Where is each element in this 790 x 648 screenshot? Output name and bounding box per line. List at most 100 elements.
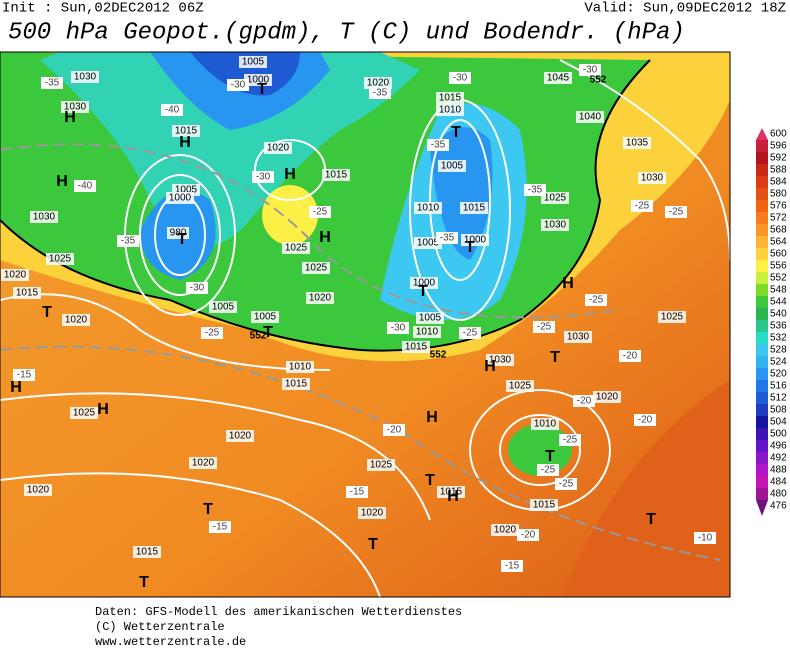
isobar-label-box [282,242,310,254]
colorbar-label: 516 [770,381,787,392]
isobar-label: 1030 [74,72,97,83]
temperature-label: -15 [17,370,32,381]
isobar-label-box [544,72,572,84]
pressure-center: T [418,283,428,300]
isobar-label-box [402,341,430,353]
isobar-label-box [302,262,330,274]
temperature-label-box [387,322,409,334]
temperature-label-box [501,560,523,572]
temperature-label-box [161,104,183,116]
colorbar-cell [756,356,768,368]
isobar-label-box [491,524,519,536]
temperature-label-box [201,327,223,339]
pressure-center: H [284,166,296,183]
footer-line: www.wetterzentrale.de [95,635,246,648]
colorbar-cell [756,224,768,236]
temperature-label-box [227,79,249,91]
pressure-center: T [425,472,435,489]
isobar-label-box [30,211,58,223]
temperature-label: -40 [165,105,180,116]
temperature-label-box [449,72,471,84]
temperature-label: -25 [313,207,328,218]
isobar-label-box [286,361,314,373]
temperature-label: -30 [453,73,468,84]
isotherms [0,143,721,561]
temperature-label-box [694,532,716,544]
isobar-label-box [461,234,489,246]
isobar-label-box [638,172,666,184]
isobar-label: 1030 [544,220,567,231]
isobar-label-box [410,277,438,289]
isobar-label-box [486,354,514,366]
isobar-label: 1005 [417,238,440,249]
isobar-label-box [530,499,558,511]
isobar-label-box [244,74,272,86]
colorbar-label: 592 [770,153,787,164]
temperature-label-box [13,369,35,381]
temperature-label: -30 [391,323,406,334]
isobar-label: 1045 [547,73,570,84]
map-title: 500 hPa Geopot.(gpdm), T (C) und Bodendr… [8,19,685,46]
map-frame [0,51,731,598]
colorbar: 6005965925885845805765725685645605565525… [756,128,787,516]
temperature-label: -20 [577,396,592,407]
temperature-label: -20 [623,351,638,362]
temperature-label: -25 [463,328,478,339]
temperature-label: -35 [373,88,388,99]
colorbar-cell [756,392,768,404]
isobar-label-box [367,459,395,471]
colorbar-label: 548 [770,285,787,296]
isobar-label-box [322,169,350,181]
isobar-label-box [62,314,90,326]
isobar-label: 1005 [175,185,198,196]
colorbar-label: 500 [770,429,787,440]
isobar-label: 1010 [289,362,312,373]
colorbar-label: 512 [770,393,787,404]
colorbar-cell [756,308,768,320]
isobar-label-box [167,227,189,239]
isobar-label: 1010 [534,419,557,430]
isobar-label: 1000 [413,278,436,289]
colorbar-cell [756,176,768,188]
temperature-label-box [537,464,559,476]
pressure-center: H [64,109,76,126]
temperature-label: -35 [440,233,455,244]
isobar-label: 1015 [285,379,308,390]
isobar-label-box [209,301,237,313]
isobar-label-box [364,77,392,89]
isobar-label: 1030 [64,102,87,113]
colorbar-cell [756,164,768,176]
isobar-label: 1025 [285,243,308,254]
isobar-label: 1020 [4,270,27,281]
temperature-label: -20 [387,425,402,436]
isobar-label-box [70,407,98,419]
isobar-label-box [416,312,444,324]
colorbar-label: 544 [770,297,787,308]
isobar-label-box [264,142,292,154]
colorbar-label: 552 [770,273,787,284]
pressure-center: T [177,231,187,248]
isobar-label: 1025 [370,460,393,471]
isobar-label: 1025 [661,312,684,323]
colorbar-label: 476 [770,501,787,512]
temperature-label: -25 [541,465,556,476]
pressure-center: H [56,173,68,190]
isobar-label: 1005 [419,313,442,324]
isobar-label-box [46,253,74,265]
temperature-label-box [585,294,607,306]
deep-blue-area [190,52,300,96]
temperature-label-box [665,206,687,218]
isobar-label: 1020 [361,508,384,519]
colorbar-label: 556 [770,261,787,272]
geopotential-label: 552 [590,75,607,86]
colorbar-label: 580 [770,189,787,200]
pressure-center: T [263,324,273,341]
warm-core [561,380,730,597]
temperature-label: -35 [121,236,136,247]
isobar-label-box [658,311,686,323]
temperature-label-box [631,200,653,212]
isobar-label: 1030 [489,355,512,366]
isobar-label: 1020 [309,293,332,304]
